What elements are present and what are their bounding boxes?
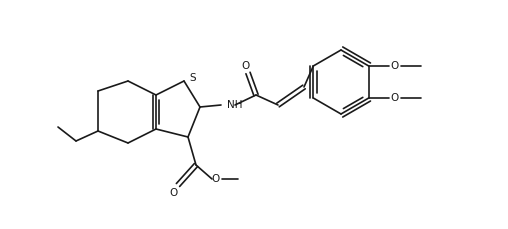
Text: O: O [391,61,399,71]
Text: NH: NH [227,100,242,110]
Text: O: O [242,61,250,71]
Text: S: S [189,73,196,83]
Text: O: O [212,174,220,184]
Text: O: O [170,188,178,198]
Text: O: O [391,93,399,103]
